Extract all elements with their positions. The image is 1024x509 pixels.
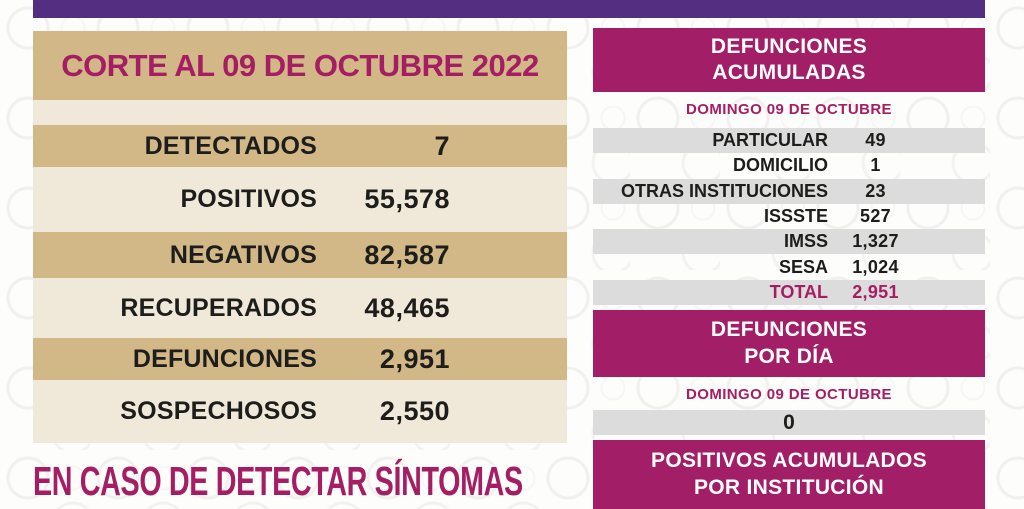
panel-header-band: CORTE AL 09 DE OCTUBRE 2022 (33, 31, 567, 100)
stat-label: RECUPERADOS (120, 293, 317, 322)
stat-row-sospechosos: SOSPECHOSOS 2,550 (33, 380, 567, 443)
header-line: DEFUNCIONES (710, 34, 868, 58)
row-value: 2,951 (852, 281, 899, 302)
stat-value: 2,951 (379, 343, 450, 374)
daily-cut-panel: CORTE AL 09 DE OCTUBRE 2022 DETECTADOS 7… (33, 31, 567, 443)
stat-row-recuperados: RECUPERADOS 48,465 (33, 278, 567, 338)
header-line: POR DÍA (744, 344, 834, 368)
header-line: POR INSTITUCIÓN (693, 475, 884, 499)
stat-value: 2,550 (379, 396, 450, 426)
stat-label: DEFUNCIONES (132, 344, 317, 373)
deaths-per-day-header: DEFUNCIONES POR DÍA (593, 310, 985, 377)
row-value: 527 (860, 206, 891, 227)
stat-value: 55,578 (364, 184, 450, 214)
stat-row-negativos: NEGATIVOS 82,587 (33, 232, 567, 278)
stat-row-defunciones: DEFUNCIONES 2,951 (33, 338, 567, 380)
stat-label: POSITIVOS (180, 185, 317, 213)
table-row-particular: PARTICULAR 49 (593, 128, 985, 154)
stat-value: 7 (434, 130, 450, 161)
stat-value: 82,587 (364, 239, 450, 270)
panel-title: CORTE AL 09 DE OCTUBRE 2022 (61, 47, 539, 83)
stat-label: DETECTADOS (144, 131, 317, 160)
table-row-domicilio: DOMICILIO 1 (593, 153, 985, 178)
row-label: ISSSTE (763, 206, 828, 227)
row-value: 49 (865, 130, 886, 151)
row-label: TOTAL (769, 281, 828, 302)
deaths-accumulated-table: PARTICULAR 49 DOMICILIO 1 OTRAS INSTITUC… (593, 128, 985, 306)
symptoms-note: EN CASO DE DETECTAR SÍNTOMAS (33, 458, 523, 504)
row-label: IMSS (783, 231, 828, 252)
row-value: 1,327 (852, 231, 899, 252)
deaths-accumulated-date: DOMINGO 09 DE OCTUBRE (686, 101, 892, 118)
row-label: DOMICILIO (733, 155, 828, 176)
row-value: 23 (865, 180, 886, 201)
table-row-otras-instituciones: OTRAS INSTITUCIONES 23 (593, 178, 985, 204)
table-row-issste: ISSSTE 527 (593, 204, 985, 229)
stat-label: SOSPECHOSOS (120, 397, 317, 425)
deaths-accumulated-header: DEFUNCIONES ACUMULADAS (593, 28, 985, 92)
stat-row-detectados: DETECTADOS 7 (33, 125, 567, 167)
header-line: ACUMULADAS (712, 61, 866, 84)
row-label: SESA (778, 256, 828, 277)
row-value: 1 (870, 155, 881, 176)
deaths-per-day-date: DOMINGO 09 DE OCTUBRE (686, 386, 892, 403)
deaths-per-day-value: 0 (593, 410, 985, 435)
table-row-sesa: SESA 1,024 (593, 254, 985, 279)
table-row-imss: IMSS 1,327 (593, 229, 985, 255)
top-accent-bar (33, 0, 985, 18)
stat-label: NEGATIVOS (169, 240, 317, 269)
table-row-total: TOTAL 2,951 (593, 279, 985, 306)
row-label: OTRAS INSTITUCIONES (620, 180, 828, 201)
spacer (33, 100, 567, 125)
positives-by-institution-header: POSITIVOS ACUMULADOS POR INSTITUCIÓN (593, 440, 985, 509)
stat-value: 48,465 (364, 292, 450, 323)
row-label: PARTICULAR (712, 130, 828, 151)
stat-row-positivos: POSITIVOS 55,578 (33, 167, 567, 232)
header-line: POSITIVOS ACUMULADOS (651, 449, 927, 473)
header-line: DEFUNCIONES (710, 318, 868, 342)
row-value: 1,024 (852, 256, 899, 277)
